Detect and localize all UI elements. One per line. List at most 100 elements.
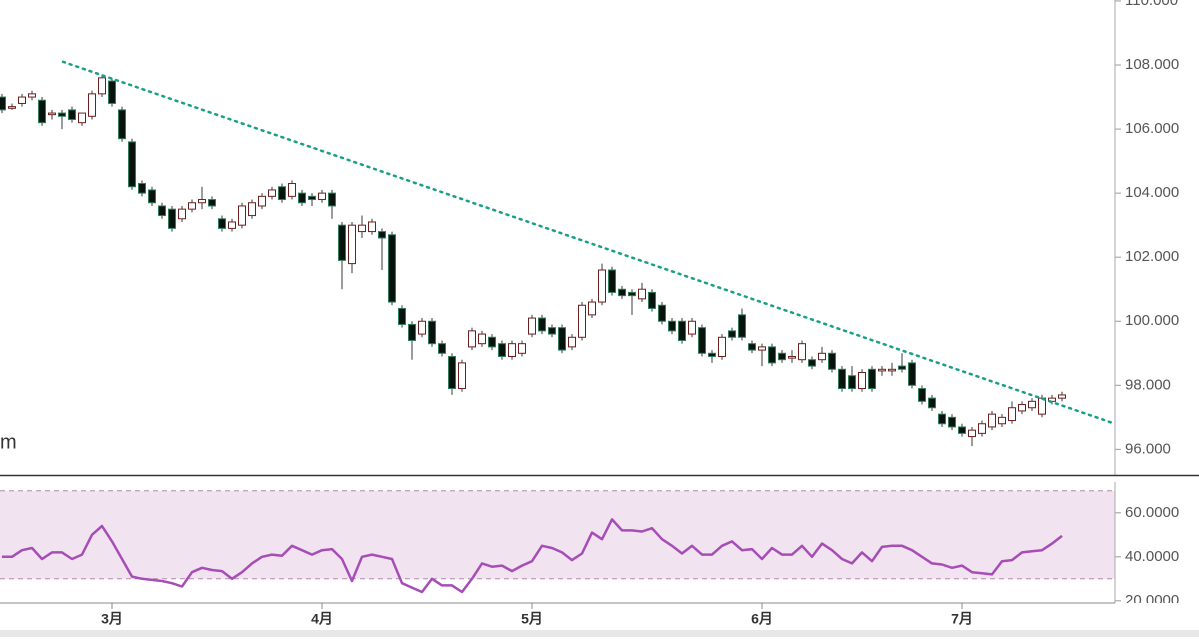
candle-body [778, 352, 786, 361]
candle-body [428, 320, 436, 345]
candle-body [688, 320, 696, 335]
candle-body [848, 375, 856, 390]
candle-body [238, 205, 246, 226]
candle-body [88, 93, 96, 117]
candle-body [118, 109, 126, 140]
candle-body [828, 352, 836, 370]
candle-body [18, 96, 26, 104]
candle-body [958, 426, 966, 434]
x-tick-label: 5月 [521, 611, 543, 627]
y-tick-label: 60.0000 [1125, 504, 1179, 521]
candle-body [648, 291, 656, 309]
candle-body [968, 429, 976, 438]
candle-body [278, 186, 286, 201]
candle-body [598, 269, 606, 303]
candle-body [168, 208, 176, 229]
candle-body [318, 192, 326, 201]
candle-body [308, 195, 316, 201]
candle-body [528, 317, 536, 335]
candle-body [78, 112, 86, 124]
candle-body [818, 352, 826, 361]
candle-body [8, 106, 16, 109]
candle-body [258, 195, 266, 207]
candle-body [178, 208, 186, 220]
candle-body [48, 112, 56, 116]
candle-body [518, 343, 526, 354]
candle-body [748, 343, 756, 351]
candle-body [588, 301, 596, 316]
candle-body [788, 355, 796, 359]
candle-body [338, 224, 346, 261]
candle-body [458, 362, 466, 390]
candle-body [388, 234, 396, 303]
candle-body [248, 202, 256, 217]
candle-body [898, 365, 906, 370]
candle-body [198, 199, 206, 204]
lower-panel: 20.0000 40.0000 60.0000 [1115, 504, 1179, 609]
x-tick-label: 7月 [951, 611, 973, 627]
candle-body [978, 423, 986, 434]
candle-body [998, 416, 1006, 425]
candle-body [948, 416, 956, 428]
y-tick-label: 106.000 [1125, 120, 1179, 137]
candle-body [738, 314, 746, 338]
y-tick-label: 96.000 [1125, 440, 1171, 457]
candle-body [838, 368, 846, 390]
candle-body [808, 359, 816, 367]
candle-body [418, 320, 426, 335]
candle-body [98, 77, 106, 95]
candle-body [608, 269, 616, 293]
candle-body [218, 218, 226, 229]
candle-body [488, 336, 496, 348]
y-tick-label: 102.000 [1125, 248, 1179, 265]
candle-body [628, 291, 636, 297]
candle-body [478, 333, 486, 345]
candle-body [408, 323, 416, 341]
candle-body [668, 320, 676, 332]
candle-body [578, 304, 586, 338]
candle-body [438, 343, 446, 354]
candle-body [708, 352, 716, 357]
candle-body [658, 304, 666, 322]
y-tick-label: 20.0000 [1125, 592, 1179, 609]
candle-body [758, 346, 766, 351]
y-tick-label: 40.0000 [1125, 548, 1179, 565]
candle-body [1008, 407, 1016, 422]
candle-body [728, 330, 736, 338]
rsi-line [2, 518, 1063, 594]
candle-body [358, 224, 366, 233]
candle-body [508, 343, 516, 357]
candle-body [38, 99, 46, 124]
candle-body [148, 189, 156, 204]
candle-body [398, 307, 406, 325]
candle-body [228, 221, 236, 229]
y-tick-label: 110.000 [1125, 0, 1178, 9]
candle-body [558, 327, 566, 351]
candle-body [878, 368, 886, 372]
y-tick-label: 98.000 [1125, 376, 1171, 393]
candle-body [378, 231, 386, 239]
candle-body [718, 336, 726, 357]
x-tick-label: 4月 [311, 611, 333, 627]
candle-body [188, 202, 196, 210]
x-tick-label: 3月 [101, 611, 123, 627]
candle-body [618, 288, 626, 297]
candle-body [28, 93, 36, 98]
candle-body [678, 320, 686, 341]
x-tick-label: 6月 [751, 611, 773, 627]
rsi-band [0, 490, 1115, 579]
candle-body [128, 141, 136, 188]
candle-body [858, 372, 866, 390]
candle-body [498, 343, 506, 357]
candle-body [1028, 400, 1036, 409]
candle-body [938, 413, 946, 425]
bottom-strip [0, 630, 1199, 637]
candle-body [1058, 394, 1066, 399]
candle-body [208, 199, 216, 207]
candle-body [368, 221, 376, 233]
candle-body [328, 192, 336, 207]
candle-body [448, 355, 456, 390]
candle-body [908, 362, 916, 386]
